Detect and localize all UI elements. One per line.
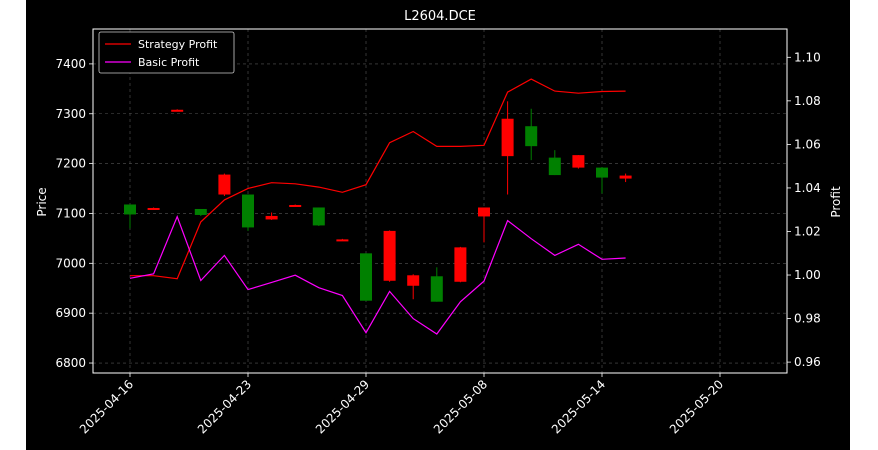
- candle-body: [360, 253, 372, 301]
- candle-body: [407, 275, 420, 286]
- candle-body: [124, 204, 136, 215]
- candle-body: [548, 157, 561, 176]
- strategy-profit-line: [130, 78, 626, 280]
- grid-layer: [93, 29, 787, 373]
- y-axis-label-right: Profit: [829, 186, 843, 218]
- y-tick-label-left: 6900: [55, 306, 86, 320]
- legend-box: [98, 31, 235, 74]
- candle-body: [194, 208, 207, 215]
- axes-frame: [92, 28, 788, 374]
- candle-body: [218, 174, 231, 195]
- legend-label-basic-profit: Basic Profit: [138, 56, 200, 69]
- y-tick-label-right: 0.96: [794, 355, 821, 369]
- candle-body: [596, 167, 608, 178]
- chart-title: L2604.DCE: [404, 9, 476, 24]
- y-tick-label-left: 7300: [55, 107, 86, 121]
- candle-body: [265, 215, 278, 220]
- candle-body: [478, 207, 490, 217]
- y-tick-label-right: 1.08: [794, 94, 821, 108]
- legend: Strategy Profit Basic Profit: [98, 31, 235, 74]
- candle-body: [619, 175, 632, 179]
- y-tick-label-right: 1.06: [794, 137, 821, 151]
- y-tick-label-right: 1.02: [794, 224, 821, 238]
- y-tick-label-left: 7000: [55, 256, 86, 270]
- y-tick-label-right: 1.00: [794, 268, 821, 282]
- candle-body: [147, 207, 160, 210]
- candle-body: [383, 230, 396, 281]
- candle-body: [312, 207, 325, 226]
- candle-body: [430, 276, 443, 302]
- y-axis-label-left: Price: [35, 187, 49, 216]
- candle-body: [336, 239, 349, 242]
- legend-label-strategy-profit: Strategy Profit: [138, 38, 218, 51]
- candle-body: [171, 109, 184, 112]
- candle-body: [289, 204, 302, 207]
- y-tick-label-left: 7200: [55, 157, 86, 171]
- candle-body: [572, 155, 585, 168]
- y-tick-label-left: 7400: [55, 57, 86, 71]
- y-tick-label-left: 6800: [55, 356, 86, 370]
- candle-body: [525, 126, 538, 147]
- figure-background: [26, 0, 850, 450]
- candle-body: [242, 194, 254, 228]
- y-tick-label-right: 0.98: [794, 312, 821, 326]
- y-tick-label-right: 1.04: [794, 181, 821, 195]
- y-tick-label-left: 7100: [55, 206, 86, 220]
- basic-profit-line: [129, 215, 626, 335]
- candle-body: [501, 118, 514, 157]
- y-tick-label-right: 1.10: [794, 50, 821, 64]
- candle-body: [454, 247, 467, 282]
- candlesticks: [124, 101, 632, 302]
- profit-lines: [129, 78, 626, 335]
